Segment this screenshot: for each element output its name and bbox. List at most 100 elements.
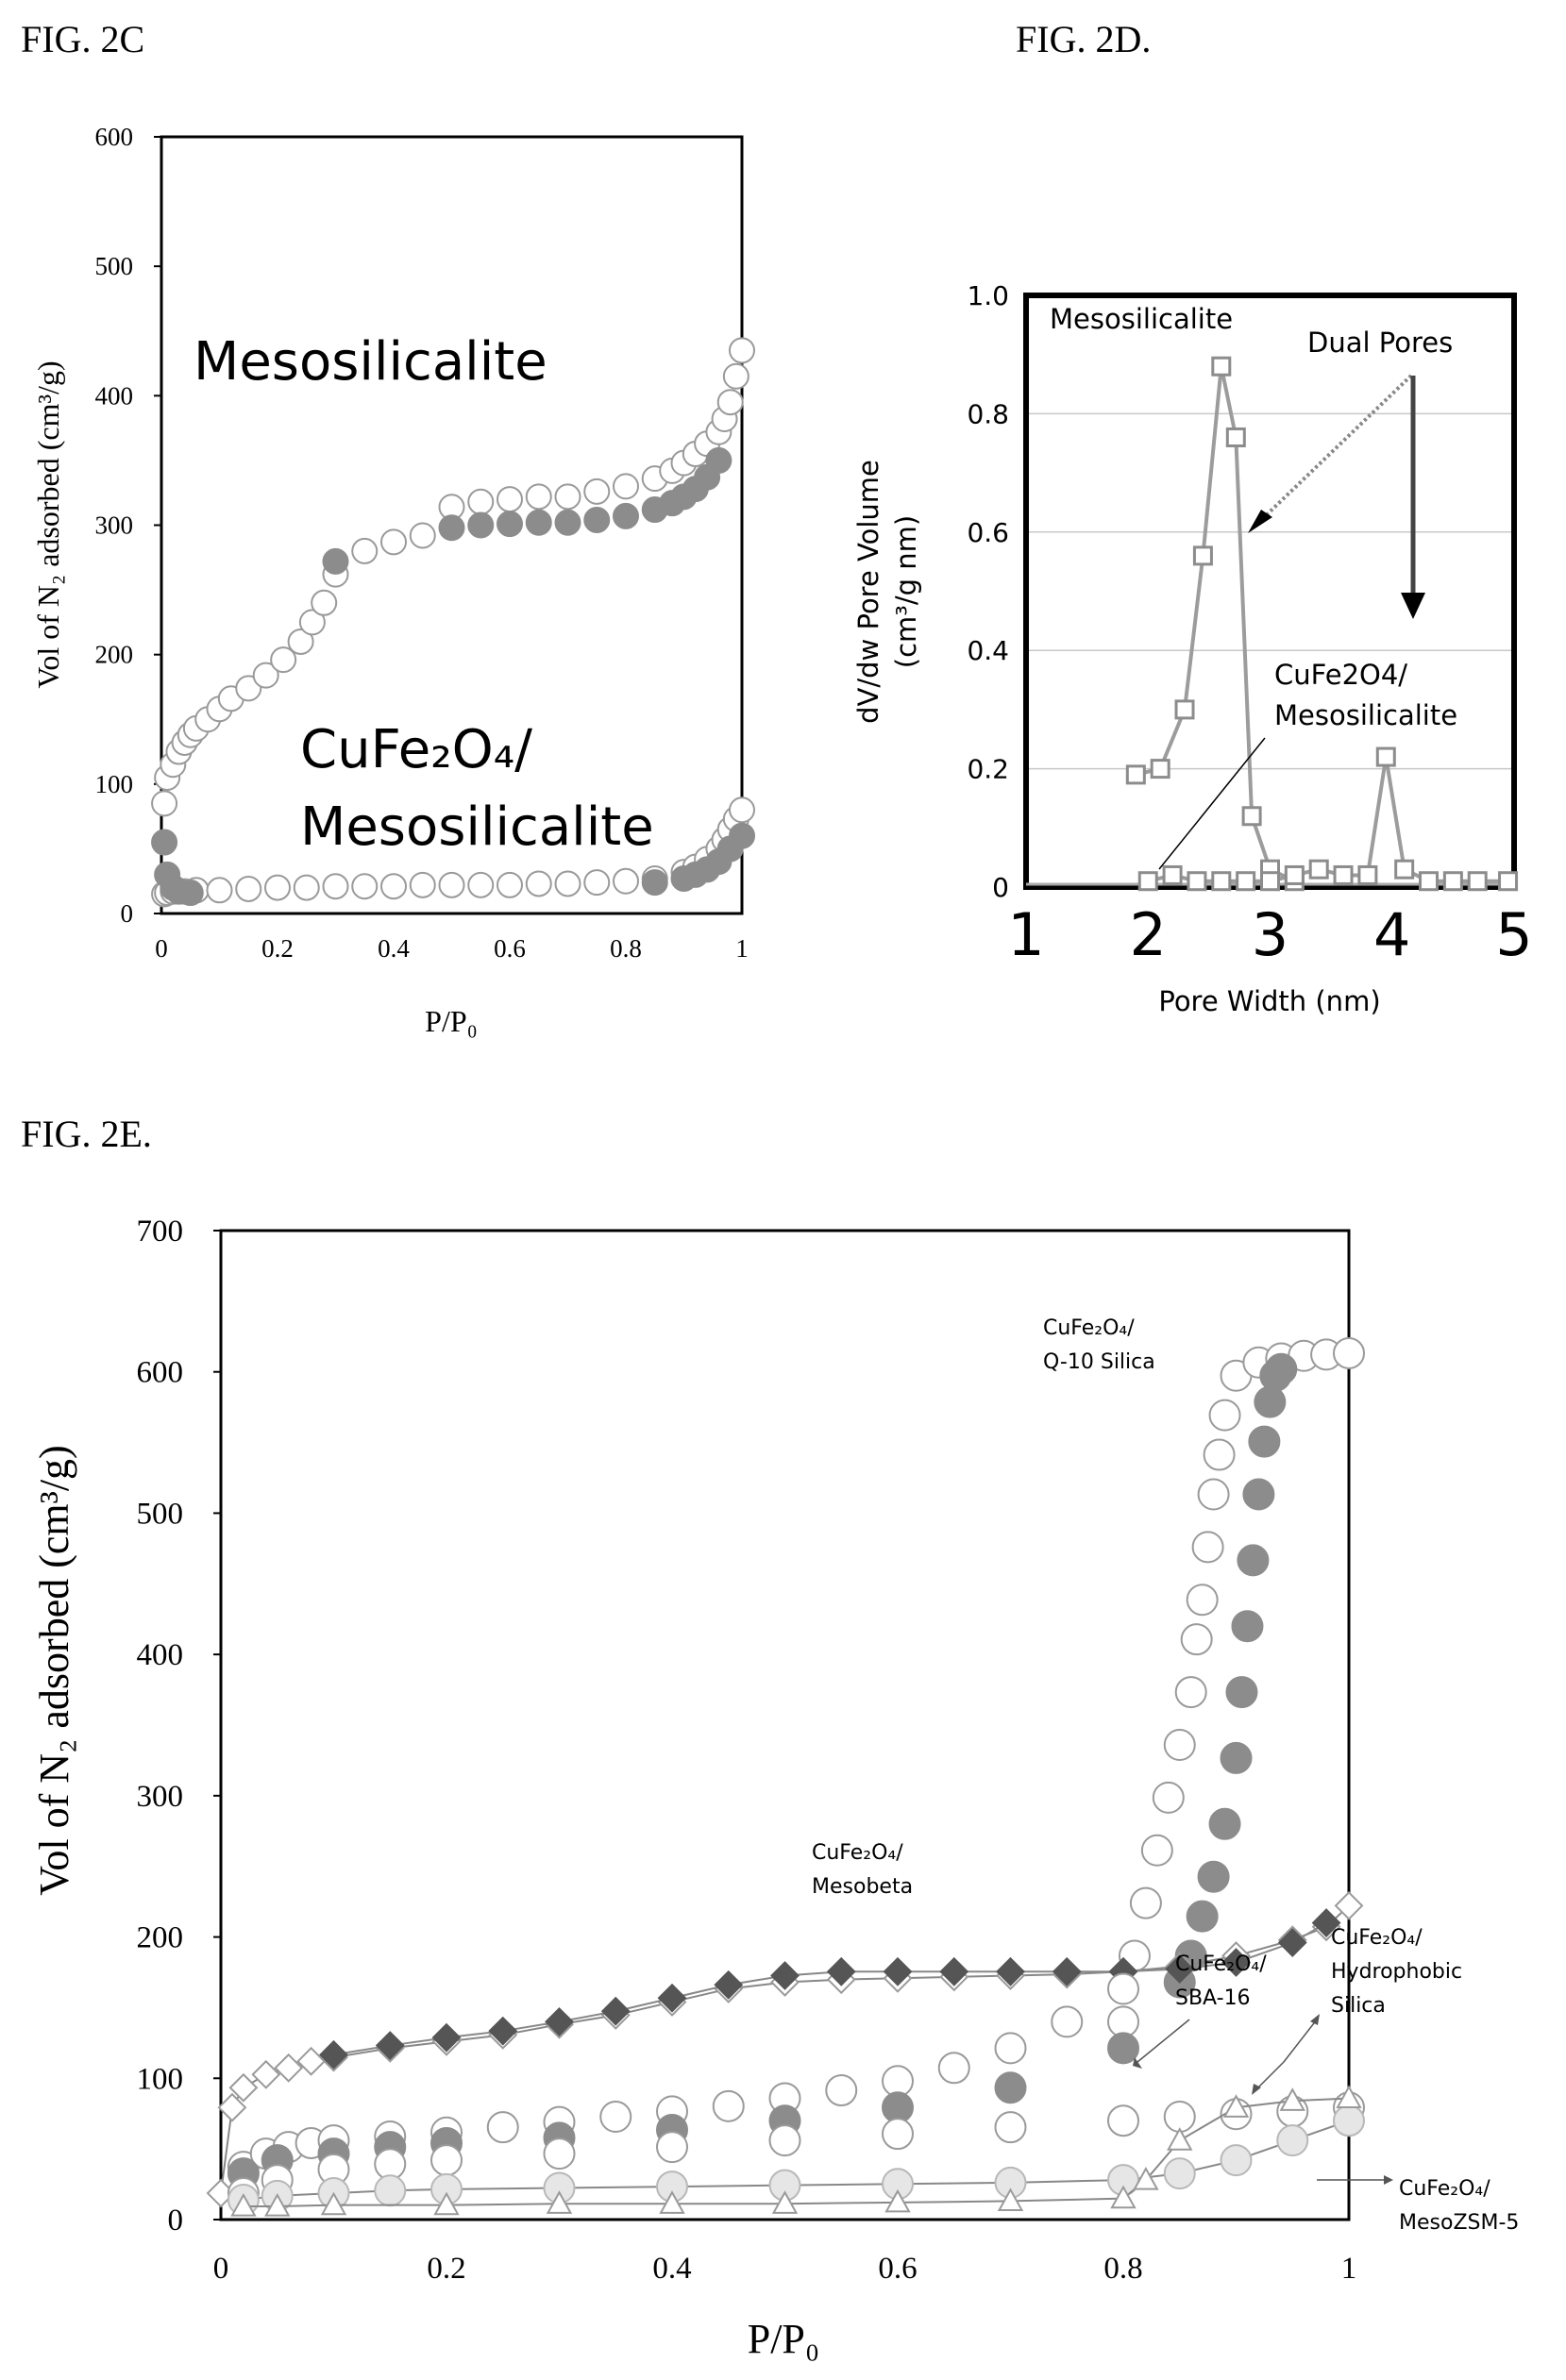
- chart-2e-point: [217, 2092, 247, 2122]
- chart-2d-point: [1211, 871, 1232, 892]
- chart-2e-point: [599, 2101, 632, 2134]
- chart-2e: 0 0.2 0.4 0.6 0.8 1 0 100 200 300 400 500 600 700 CuF…: [31, 1215, 1519, 2362]
- chart-2e-point: [319, 2039, 348, 2070]
- chart-2e-point: [996, 1956, 1025, 1986]
- chart-2e-point: [546, 2190, 573, 2214]
- chart-2e-point: [1163, 2157, 1196, 2190]
- chart-2e-x-tick-label: 0.4: [652, 2252, 691, 2286]
- chart-2d-point: [1394, 859, 1415, 880]
- chart-2e-annotation-mesozsm5-line2: MesoZSM-5: [1399, 2211, 1519, 2235]
- chart-2e-point: [1107, 2032, 1139, 2065]
- chart-2d-x-tick-label: 1: [1007, 900, 1044, 969]
- chart-2c-point: [525, 509, 552, 536]
- chart-2d-point: [1260, 871, 1280, 892]
- chart-2e-y-tick-label: 700: [137, 1215, 184, 1249]
- chart-2e-point: [296, 2046, 327, 2076]
- chart-2e-annotation-hydrophobic-line1: CuFe₂O₄/: [1331, 1926, 1423, 1950]
- chart-2e-point: [1186, 1584, 1219, 1617]
- chart-2c-point: [554, 483, 581, 511]
- chart-2c-point: [641, 869, 668, 897]
- chart-2e-point: [994, 2111, 1027, 2144]
- chart-2e-point: [375, 2031, 405, 2060]
- chart-2c-y-axis-label: Vol of N₂ adsorbed (cm³/g): [31, 360, 65, 688]
- chart-2d-x-tick-label: 2: [1130, 900, 1167, 969]
- chart-2e-point: [1140, 1834, 1173, 1867]
- chart-2e-ticks: 0 0.2 0.4 0.6 0.8 1 0 100 200 300 400 500 600 700: [137, 1215, 1357, 2286]
- fig-2e-label: FIG. 2E.: [21, 1113, 152, 1155]
- chart-2c-point: [409, 522, 436, 549]
- chart-2c-y-tick-label: 300: [95, 511, 134, 540]
- chart-2d-leader-line: [1158, 737, 1266, 870]
- chart-2c-y-tick-label: 500: [95, 252, 134, 280]
- chart-2c-point: [525, 870, 552, 897]
- chart-2c-point: [467, 871, 495, 898]
- chart-2c-x-tick-label: 0.2: [261, 934, 294, 963]
- chart-2e-x-tick-label: 0.2: [427, 2252, 465, 2286]
- chart-2d-point: [1125, 764, 1146, 785]
- chart-2c-annotation-cufe-line1: CuFe₂O₄/: [300, 719, 532, 780]
- chart-2e-arrowhead-hydrophobic-down: [1252, 2084, 1261, 2095]
- chart-2e-y-tick-label: 0: [168, 2204, 184, 2238]
- chart-2e-point: [1333, 2104, 1365, 2137]
- chart-2e-point: [882, 2118, 914, 2151]
- chart-2e-point: [1107, 1972, 1139, 2005]
- chart-2e-point: [1242, 1478, 1275, 1511]
- chart-2c-annotation-cufe-line2: Mesosilicalite: [300, 796, 654, 858]
- chart-2e-point: [1276, 2124, 1309, 2157]
- chart-2e-marks: [206, 1336, 1365, 2217]
- chart-2c-annotation-mesosilicalite: Mesosilicalite: [194, 331, 547, 393]
- chart-2c-point: [729, 796, 755, 824]
- chart-2c-point: [287, 628, 314, 655]
- chart-2d-point: [1150, 759, 1170, 779]
- chart-2e-annotation-sba-line1: CuFe₂O₄/: [1175, 1953, 1267, 1976]
- chart-2d-point: [1467, 871, 1488, 892]
- chart-2e-y-tick-label: 100: [137, 2062, 184, 2096]
- chart-2c-point: [554, 870, 581, 897]
- chart-2e-point: [1107, 2104, 1139, 2137]
- chart-2d-series-line: [1147, 756, 1508, 883]
- chart-2e-point: [883, 1956, 913, 1986]
- chart-2e-point: [488, 2016, 518, 2046]
- chart-2d-point: [1211, 356, 1232, 377]
- chart-2d-y-tick-label: 0: [992, 872, 1009, 903]
- chart-2c-y-tick-label: 600: [95, 123, 134, 151]
- chart-2c-point: [151, 790, 178, 817]
- chart-2e-point: [1221, 1948, 1251, 1977]
- chart-2e-point: [1333, 1336, 1365, 1369]
- chart-2e-annotation-hydrophobic-line2: Hydrophobic: [1331, 1960, 1462, 1984]
- chart-2e-point: [994, 2032, 1027, 2065]
- chart-2d-point: [1174, 699, 1195, 720]
- chart-2e-point: [264, 2192, 291, 2217]
- chart-2e-arrow-sba16: [1137, 2019, 1190, 2063]
- chart-2e-point: [1165, 1954, 1195, 1984]
- chart-2e-point: [712, 2089, 745, 2122]
- chart-2e-point: [825, 2074, 858, 2107]
- chart-2e-point: [1163, 1728, 1196, 1761]
- chart-2e-point: [1203, 1438, 1236, 1471]
- chart-2c-point: [322, 547, 349, 575]
- chart-2c-point: [293, 874, 320, 901]
- chart-2c-point: [351, 873, 379, 900]
- chart-2e-point: [1222, 2094, 1250, 2118]
- chart-2d-annotation-cufe-line1: CuFe2O4/: [1274, 659, 1407, 691]
- chart-2d-arrowhead-dual-pore-1: [1248, 510, 1272, 533]
- chart-2e-arrowhead-sba16: [1133, 2057, 1142, 2069]
- chart-2c-point: [722, 362, 749, 390]
- chart-2e-point: [1248, 1425, 1281, 1458]
- chart-2e-arrow-hydrophobic-down: [1254, 2061, 1285, 2091]
- chart-2e-point: [1208, 1399, 1241, 1432]
- chart-2e-point: [1279, 2087, 1305, 2111]
- chart-2e-annotation-q10-line1: CuFe₂O₄/: [1043, 1316, 1135, 1340]
- chart-2d-point: [1192, 545, 1213, 566]
- chart-2c-point: [497, 871, 523, 898]
- chart-2e-point: [997, 2187, 1024, 2212]
- chart-2e-point: [1197, 1478, 1230, 1511]
- chart-2c-point: [583, 478, 611, 505]
- chart-2c-y-tick-label: 400: [95, 381, 134, 410]
- chart-2e-x-tick-label: 0: [213, 2252, 229, 2286]
- chart-2e-y-tick-label: 400: [137, 1638, 184, 1672]
- chart-2e-point: [1220, 2144, 1253, 2177]
- chart-2e-point: [1277, 1928, 1307, 1957]
- chart-2e-arrowhead-hydrophobic-up: [1310, 2014, 1320, 2025]
- chart-2e-annotation-mesobeta-line1: CuFe₂O₄/: [812, 1841, 903, 1865]
